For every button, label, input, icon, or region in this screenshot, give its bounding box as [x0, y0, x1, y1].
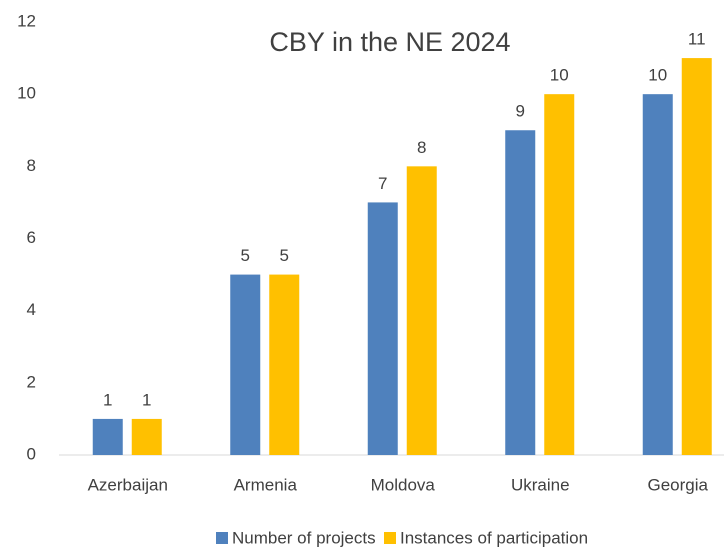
chart-title: CBY in the NE 2024 [269, 27, 510, 57]
y-tick-label: 12 [17, 11, 36, 30]
y-tick-label: 8 [27, 156, 36, 175]
data-label: 10 [550, 66, 569, 85]
data-label: 7 [378, 174, 387, 193]
bar [367, 202, 398, 455]
x-tick-label: Armenia [234, 475, 298, 494]
bar [230, 274, 261, 455]
x-tick-label: Georgia [648, 475, 709, 494]
y-tick-label: 0 [27, 444, 36, 463]
x-tick-label: Azerbaijan [88, 475, 168, 494]
legend-label: Instances of participation [400, 528, 588, 547]
data-label: 1 [103, 390, 112, 409]
bar [269, 274, 300, 455]
bar [131, 418, 162, 455]
bar [505, 130, 536, 455]
legend-label: Number of projects [232, 528, 376, 547]
data-label: 8 [417, 138, 426, 157]
bar [92, 418, 123, 455]
y-tick-label: 6 [27, 228, 36, 247]
legend-swatch [384, 532, 396, 544]
x-tick-label: Moldova [371, 475, 436, 494]
data-label: 10 [648, 66, 667, 85]
data-label: 1 [142, 390, 151, 409]
y-tick-label: 2 [27, 372, 36, 391]
y-tick-label: 4 [27, 300, 36, 319]
data-label: 5 [241, 246, 250, 265]
bar [681, 58, 712, 455]
legend-swatch [216, 532, 228, 544]
bar [642, 94, 673, 456]
data-label: 5 [280, 246, 289, 265]
data-label: 11 [688, 30, 706, 49]
data-label: 9 [516, 102, 525, 121]
x-tick-label: Ukraine [511, 475, 570, 494]
bar [544, 94, 575, 456]
bar [406, 166, 437, 456]
y-tick-label: 10 [17, 84, 36, 103]
